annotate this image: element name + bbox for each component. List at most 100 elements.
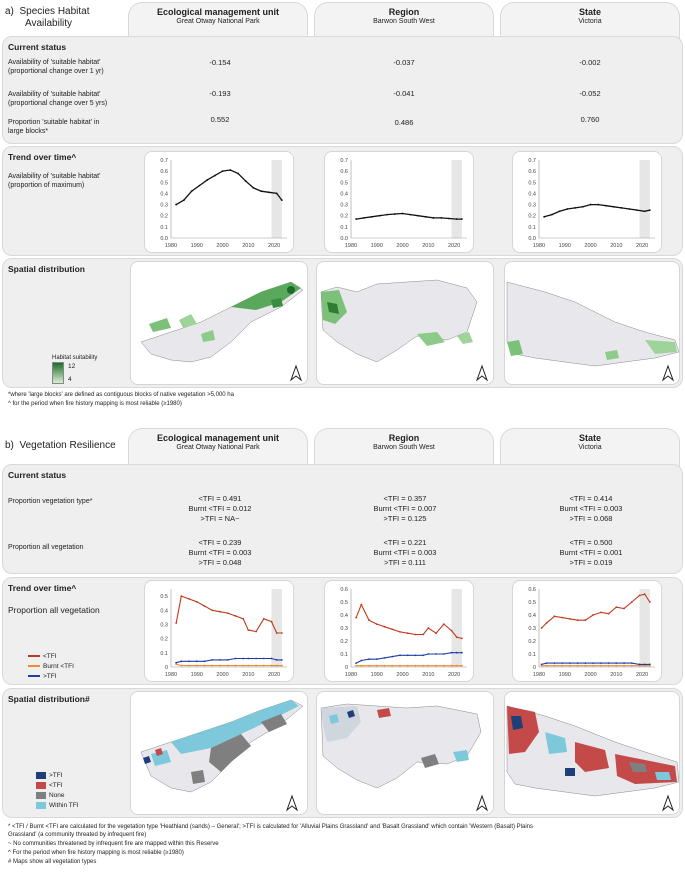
- data-point: [275, 659, 278, 661]
- data-point: [612, 205, 615, 208]
- status-a-row1-label: Availability of 'suitable habitat' (propo…: [8, 59, 104, 75]
- data-point: [620, 207, 623, 209]
- x-tick-label: 2000: [396, 672, 408, 678]
- legend-item-lt-tfi: <TFI: [28, 651, 74, 661]
- data-point: [188, 598, 190, 600]
- data-point: [592, 664, 595, 667]
- data-point: [211, 664, 214, 667]
- map-legend-none: None: [36, 790, 79, 800]
- y-tick-label: 0.5: [160, 180, 168, 186]
- data-point: [460, 637, 463, 640]
- data-point: [648, 663, 651, 666]
- habitat-legend-gradient: [52, 362, 64, 384]
- tfi-map-state: [504, 691, 680, 815]
- data-point: [270, 620, 273, 623]
- status-a-row2-label: Availability of 'suitable habitat' (propo…: [8, 91, 108, 107]
- data-point: [424, 215, 427, 218]
- data-point: [360, 659, 363, 662]
- y-tick-label: 0.7: [160, 158, 168, 164]
- x-tick-label: 1990: [559, 243, 571, 249]
- data-point: [569, 664, 571, 667]
- data-point: [247, 664, 250, 667]
- data-point: [182, 199, 185, 202]
- section-b-title: Vegetation Resilience: [19, 440, 116, 451]
- data-point: [368, 664, 370, 667]
- north-arrow-icon: [661, 794, 675, 812]
- data-point: [247, 629, 250, 632]
- x-tick-label: 2020: [448, 243, 460, 249]
- y-tick-label: 0.3: [340, 203, 348, 209]
- y-tick-label: 0.7: [340, 158, 348, 164]
- status-b-row1-label: Proportion vegetation type*: [8, 498, 93, 505]
- footnote-b-3: ~ No communities threatened by infrequen…: [8, 841, 219, 847]
- y-tick-label: 0.4: [528, 191, 536, 197]
- data-point: [195, 660, 198, 663]
- trend-chart-b-emu-card: 0 0.1 0.2 0.3 0.4 0.5 1980 1990 2000 2010 2020: [144, 580, 294, 682]
- y-tick-label: 0.5: [160, 594, 168, 600]
- x-tick-label: 1980: [533, 672, 545, 678]
- trend-chart-a-state: 0.0 0.1 0.2 0.3 0.4 0.5 0.6 0.7 1980 1990 2000 2010…: [528, 158, 655, 249]
- data-point: [226, 664, 229, 667]
- current-status-heading-b: Current status: [8, 470, 67, 480]
- status-a-emu-blocks: 0.552: [210, 115, 230, 124]
- map-legend-gt-tfi: >TFI: [36, 770, 79, 780]
- trend-legend: <TFI Burnt <TFI >TFI: [28, 651, 74, 681]
- data-point: [592, 614, 595, 616]
- habitat-map-state: [504, 261, 680, 385]
- data-point: [175, 203, 178, 206]
- y-tick-label: 0.4: [160, 191, 168, 197]
- data-point: [252, 186, 255, 189]
- data-point: [391, 628, 394, 631]
- data-point: [553, 615, 556, 618]
- data-point: [615, 606, 618, 609]
- data-point: [226, 612, 229, 615]
- data-point: [442, 664, 445, 667]
- status-a-region-5yr: -0.041: [393, 89, 415, 98]
- data-point: [597, 203, 600, 206]
- data-point: [175, 661, 178, 664]
- y-tick-label: 0: [533, 665, 536, 671]
- data-point: [275, 192, 278, 195]
- trend-b-label: Proportion all vegetation: [8, 605, 100, 615]
- data-point: [270, 664, 273, 667]
- data-point: [550, 213, 553, 216]
- status-a-region-blocks: 0.486: [394, 118, 414, 127]
- legend-item-gt-tfi: >TFI: [28, 671, 74, 681]
- data-point: [355, 218, 358, 220]
- habitat-map-emu: [130, 261, 308, 385]
- data-point: [623, 664, 625, 667]
- data-point: [399, 654, 401, 657]
- data-point: [643, 593, 646, 596]
- data-point: [203, 660, 206, 663]
- x-tick-label: 1990: [191, 243, 203, 249]
- data-point: [195, 600, 198, 603]
- data-point: [417, 214, 419, 217]
- y-tick-label: 0.1: [528, 652, 536, 658]
- x-tick-label: 2020: [636, 672, 648, 678]
- x-tick-label: 2020: [448, 672, 460, 678]
- y-tick-label: 0.6: [340, 587, 348, 593]
- data-point: [383, 625, 386, 628]
- y-tick-label: 0.0: [160, 236, 168, 242]
- x-tick-label: 1980: [345, 243, 357, 249]
- reliable-period-shade: [271, 160, 282, 238]
- data-point: [630, 662, 633, 664]
- data-point: [581, 205, 584, 208]
- data-point: [638, 663, 641, 666]
- x-tick-label: 1980: [345, 672, 357, 678]
- y-tick-label: 0.5: [340, 180, 348, 186]
- trend-chart-b-region: 0 0.1 0.2 0.3 0.4 0.5 0.6 1980 1990 2000 2010 2020: [340, 587, 467, 678]
- data-point: [234, 657, 237, 660]
- data-point: [545, 662, 548, 664]
- data-point: [383, 664, 386, 667]
- data-point: [545, 664, 548, 667]
- data-point: [584, 664, 587, 667]
- section-a-label: a) Species Habitat Availability: [5, 6, 90, 29]
- data-point: [406, 664, 409, 667]
- data-point: [237, 172, 239, 175]
- tfi-map-emu: [130, 691, 308, 815]
- y-tick-label: 0.2: [340, 214, 348, 220]
- spatial-heading-b: Spatial distribution#: [8, 694, 90, 704]
- trend-chart-b-state-card: 0 0.1 0.2 0.3 0.4 0.5 0.6 1980 1990 2000 2010 2020: [512, 580, 662, 682]
- reliable-period-shade: [451, 160, 462, 238]
